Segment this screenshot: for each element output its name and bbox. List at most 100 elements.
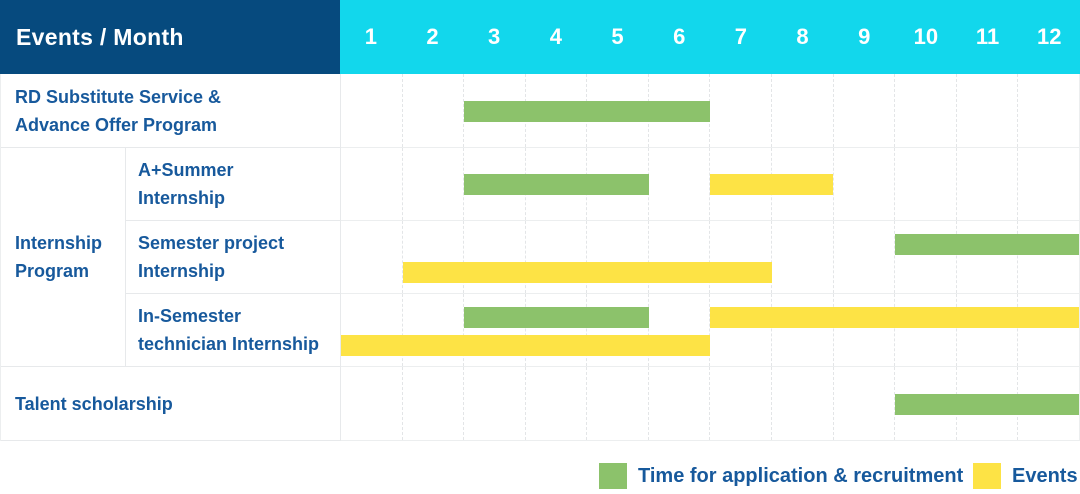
row-label-line: Advance Offer Program bbox=[15, 114, 218, 135]
month-tick-4: 4 bbox=[549, 24, 562, 49]
gantt-row-chart-rd-substitute bbox=[341, 74, 1079, 148]
row-label-line: Internship bbox=[138, 261, 226, 281]
month-grid-cell bbox=[1018, 74, 1079, 147]
month-tick-8: 8 bbox=[796, 24, 809, 49]
table-row: A+Summer Internship bbox=[126, 148, 1079, 221]
month-grid-cell bbox=[834, 221, 896, 293]
row-label-talent-scholarship: Talent scholarship bbox=[1, 367, 341, 441]
month-tick-12: 12 bbox=[1036, 24, 1062, 49]
gantt-row-chart-a-plus-summer bbox=[341, 148, 1079, 221]
month-grid-cell bbox=[464, 367, 526, 440]
month-grid-cell bbox=[834, 294, 896, 366]
legend-label: Events bbox=[1012, 464, 1078, 487]
row-label-line: technician Internship bbox=[138, 334, 320, 354]
row-label-line: In-Semester bbox=[138, 306, 242, 326]
month-grid-cell bbox=[526, 294, 588, 366]
gantt-bar-events bbox=[341, 335, 710, 356]
month-grid-cell bbox=[772, 294, 834, 366]
internship-program-group: Internship Program A+Summer Internship S… bbox=[1, 148, 1079, 367]
gantt-bar-recruitment bbox=[894, 393, 1079, 415]
month-tick-7: 7 bbox=[734, 24, 747, 49]
month-grid-cell bbox=[587, 221, 649, 293]
month-grid-cell bbox=[957, 221, 1019, 293]
table-row: In-Semester technician Internship bbox=[126, 294, 1079, 367]
month-grid-cell bbox=[957, 294, 1019, 366]
legend-item-recruitment: Time for application & recruitment bbox=[599, 463, 963, 489]
month-grid-cell bbox=[587, 294, 649, 366]
month-grid-cell bbox=[772, 74, 834, 147]
gantt-bar-recruitment bbox=[464, 174, 649, 195]
month-grid-cell bbox=[710, 367, 773, 440]
month-grid-cell bbox=[587, 367, 649, 440]
month-grid-cell bbox=[341, 148, 403, 220]
month-grid-cell bbox=[710, 221, 773, 293]
month-grid-cell bbox=[341, 367, 403, 440]
internship-program-subrows: A+Summer Internship Semester project Int… bbox=[126, 148, 1079, 367]
month-grid-cell bbox=[403, 221, 465, 293]
month-grid-cell bbox=[649, 148, 711, 220]
month-grid-cell bbox=[895, 148, 957, 220]
gantt-bar-events bbox=[710, 174, 833, 195]
month-tick-1: 1 bbox=[364, 24, 377, 49]
month-grid-cell bbox=[464, 294, 526, 366]
month-grid-cell bbox=[1018, 221, 1079, 293]
group-label-internship-program: Internship Program bbox=[1, 148, 126, 367]
gantt-bar-recruitment bbox=[464, 307, 649, 328]
row-label-line: Talent scholarship bbox=[15, 393, 173, 414]
month-grid-cell bbox=[403, 74, 465, 147]
month-grid-cell bbox=[895, 294, 957, 366]
month-grid-cell bbox=[526, 367, 588, 440]
gantt-bar-events bbox=[710, 307, 1079, 328]
month-grid-cell bbox=[649, 221, 711, 293]
month-grid-cell bbox=[772, 148, 834, 220]
group-label-line: Internship bbox=[15, 233, 103, 253]
legend-item-events: Events bbox=[973, 463, 1078, 489]
month-tick-10: 10 bbox=[913, 24, 939, 49]
month-grid-cell bbox=[1018, 294, 1079, 366]
month-grid-cell bbox=[526, 221, 588, 293]
month-grid-cell bbox=[834, 74, 896, 147]
month-grid-cell bbox=[341, 294, 403, 366]
month-grid-cell bbox=[957, 74, 1019, 147]
month-grid-cell bbox=[834, 367, 896, 440]
row-label-in-semester-technician: In-Semester technician Internship bbox=[126, 294, 341, 367]
table-row: Semester project Internship bbox=[126, 221, 1079, 294]
month-grid-cell bbox=[710, 294, 773, 366]
gantt-row-chart-in-semester-technician bbox=[341, 294, 1079, 367]
events-month-header: Events / Month bbox=[0, 0, 340, 74]
legend-label: Time for application & recruitment bbox=[638, 464, 964, 487]
month-grid-cell bbox=[341, 221, 403, 293]
row-label-rd-substitute: RD Substitute Service & Advance Offer Pr… bbox=[1, 74, 341, 148]
legend: Time for application & recruitment Event… bbox=[0, 463, 1080, 491]
recruitment-color-swatch bbox=[599, 463, 627, 489]
month-grid-cell bbox=[772, 221, 834, 293]
row-label-line: Internship bbox=[138, 188, 226, 208]
table-row: Talent scholarship bbox=[1, 367, 1079, 441]
group-label-line: Program bbox=[15, 261, 90, 281]
month-grid-cell bbox=[710, 74, 773, 147]
row-label-line: A+Summer bbox=[138, 160, 234, 180]
month-grid-cell bbox=[403, 367, 465, 440]
month-axis: 1 2 3 4 5 6 7 8 9 10 11 12 bbox=[340, 0, 1080, 74]
month-grid-cell bbox=[649, 367, 711, 440]
row-label-line: RD Substitute Service & bbox=[15, 86, 222, 107]
month-grid-cell bbox=[895, 221, 957, 293]
month-tick-3: 3 bbox=[488, 24, 501, 49]
row-label-line: Semester project bbox=[138, 233, 285, 253]
events-color-swatch bbox=[973, 463, 1001, 489]
month-grid-cell bbox=[1018, 148, 1079, 220]
month-tick-5: 5 bbox=[611, 24, 624, 49]
month-grid-cell bbox=[834, 148, 896, 220]
table-header-row: Events / Month 1 2 3 4 5 6 7 8 9 10 11 1… bbox=[0, 0, 1080, 74]
month-tick-2: 2 bbox=[426, 24, 439, 49]
month-grid-cell bbox=[895, 74, 957, 147]
month-grid-cell bbox=[649, 294, 711, 366]
month-grid-cell bbox=[341, 74, 403, 147]
gantt-row-chart-semester-project bbox=[341, 221, 1079, 294]
row-label-a-plus-summer: A+Summer Internship bbox=[126, 148, 341, 221]
month-tick-6: 6 bbox=[673, 24, 686, 49]
gantt-row-chart-talent-scholarship bbox=[341, 367, 1079, 441]
month-tick-9: 9 bbox=[858, 24, 871, 49]
gantt-bar-events bbox=[402, 262, 772, 283]
gantt-bar-recruitment bbox=[464, 100, 710, 122]
